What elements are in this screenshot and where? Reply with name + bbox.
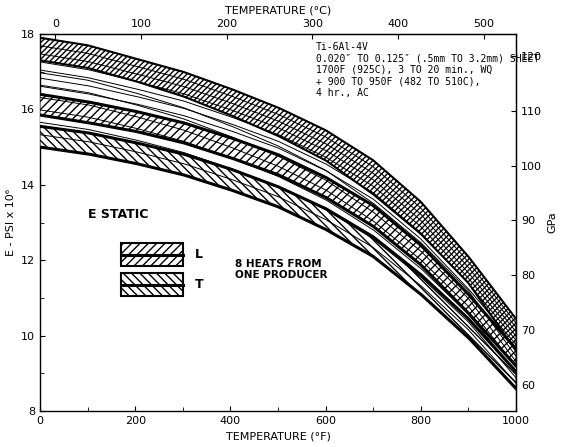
X-axis label: TEMPERATURE (°F): TEMPERATURE (°F) xyxy=(226,431,330,442)
Text: 8 HEATS FROM
ONE PRODUCER: 8 HEATS FROM ONE PRODUCER xyxy=(235,259,328,280)
Text: L: L xyxy=(195,248,203,261)
Bar xyxy=(121,243,183,266)
Text: T: T xyxy=(195,278,203,291)
Bar xyxy=(121,274,183,296)
Text: E STATIC: E STATIC xyxy=(88,208,148,221)
Y-axis label: E - PSI x 10⁶: E - PSI x 10⁶ xyxy=(6,189,16,256)
Text: Ti-6Al-4V
0.020″ TO 0.125″ (.5mm TO 3.2mm) SHEET
1700F (925C), 3 TO 20 min., WQ
: Ti-6Al-4V 0.020″ TO 0.125″ (.5mm TO 3.2m… xyxy=(316,42,539,98)
